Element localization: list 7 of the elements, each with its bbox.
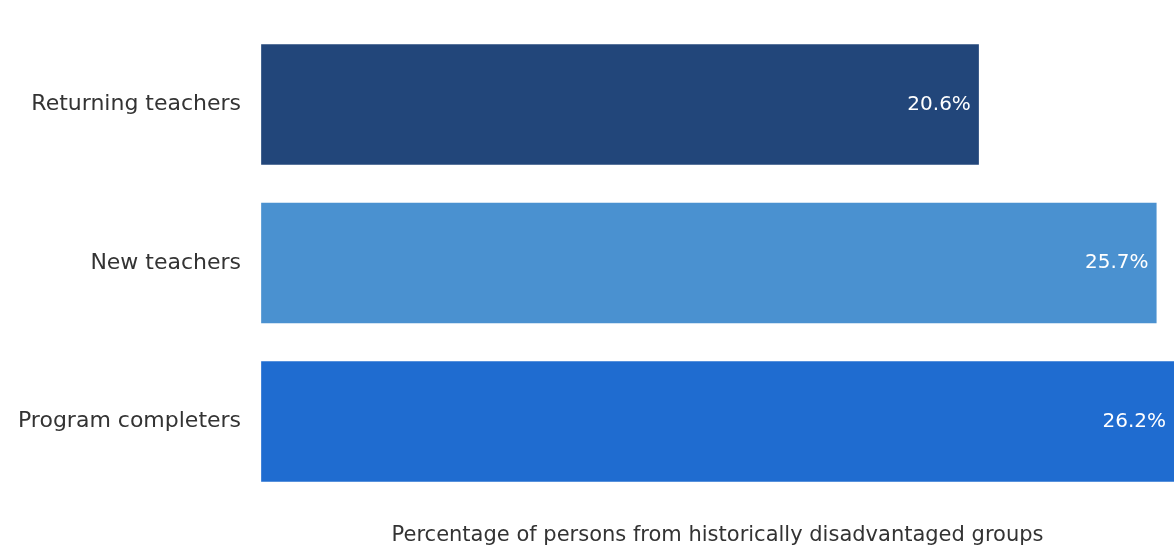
data-label: 26.2% (1102, 407, 1166, 432)
y-tick-label: Returning teachers (31, 90, 242, 116)
y-tick-label: Program completers (17, 407, 242, 433)
x-axis-title: Percentage of persons from historically disadvantaged groups (391, 521, 1044, 546)
data-label: 25.7% (1085, 249, 1149, 274)
y-tick-label: New teachers (90, 248, 242, 274)
data-label: 20.6% (907, 90, 971, 115)
